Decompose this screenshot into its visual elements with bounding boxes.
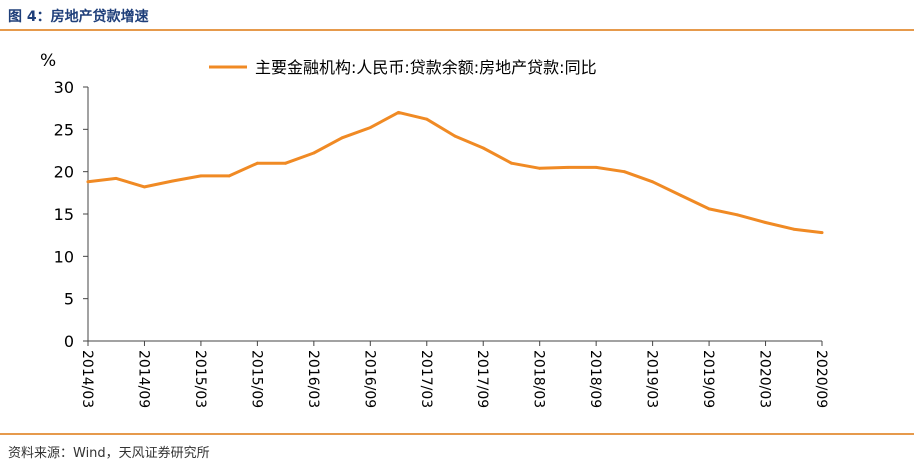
data-point: [623, 170, 626, 174]
y-tick-label: 5: [64, 290, 74, 309]
x-tick-label: 2015/03: [192, 350, 208, 408]
y-tick-label: 10: [54, 247, 74, 266]
data-point: [227, 174, 231, 178]
bottom-divider: [0, 433, 914, 435]
data-point: [453, 134, 457, 138]
x-tick-label: 2014/09: [135, 350, 151, 408]
data-point: [143, 185, 146, 189]
data-point: [397, 111, 400, 114]
legend-label: 主要金融机构:人民币:贷款余额:房地产贷款:同比: [255, 58, 597, 77]
data-point: [594, 166, 598, 169]
top-divider: [0, 29, 914, 31]
x-tick-label: 2019/03: [644, 350, 660, 408]
data-point: [114, 177, 118, 180]
data-point: [510, 161, 513, 165]
y-tick-label: 15: [54, 205, 74, 224]
y-tick-label: 30: [54, 78, 74, 97]
data-point: [679, 194, 683, 197]
x-tick-label: 2016/09: [361, 350, 377, 408]
x-tick-label: 2014/03: [79, 350, 95, 408]
data-point: [368, 126, 372, 129]
y-axis: 0 5 10 15 20 25 30: [54, 78, 89, 351]
data-point: [735, 213, 739, 217]
data-point: [707, 207, 711, 211]
data-point: [820, 231, 824, 235]
data-point: [792, 227, 796, 231]
x-tick-label: 2019/09: [700, 350, 716, 408]
y-tick-label: 25: [54, 120, 74, 139]
y-axis-unit-label: %: [40, 51, 56, 71]
x-tick-label: 2017/09: [474, 350, 490, 408]
series-line: [86, 110, 824, 235]
y-tick-label: 0: [64, 332, 74, 351]
data-point: [481, 146, 485, 150]
data-point: [256, 161, 259, 165]
x-tick-label: 2016/03: [305, 350, 321, 408]
x-tick-label: 2020/09: [813, 350, 829, 408]
x-tick-label: 2018/03: [531, 350, 547, 408]
x-tick-label: 2020/03: [757, 350, 773, 408]
x-tick-label: 2017/03: [418, 350, 434, 408]
series-layer: [86, 110, 824, 235]
data-point: [312, 151, 316, 155]
data-point: [566, 166, 570, 169]
data-point: [171, 179, 175, 183]
data-point: [764, 221, 767, 224]
data-point: [538, 166, 542, 170]
source-note: 资料来源：Wind，天风证券研究所: [8, 446, 210, 461]
x-axis: 2014/03 2014/09 2015/03 2015/09 2016/03 2016/…: [79, 340, 829, 408]
y-tick-label: 20: [54, 163, 74, 182]
data-point: [284, 161, 287, 165]
x-tick-label: 2015/09: [248, 350, 264, 408]
data-point: [199, 174, 203, 178]
data-point: [651, 180, 654, 184]
data-point: [86, 180, 90, 184]
data-point: [340, 136, 344, 140]
figure-title: 图 4：房地产贷款增速: [8, 9, 149, 25]
x-tick-label: 2018/09: [587, 350, 603, 408]
chart-legend: 主要金融机构:人民币:贷款余额:房地产贷款:同比: [209, 58, 597, 77]
data-point: [425, 117, 429, 121]
